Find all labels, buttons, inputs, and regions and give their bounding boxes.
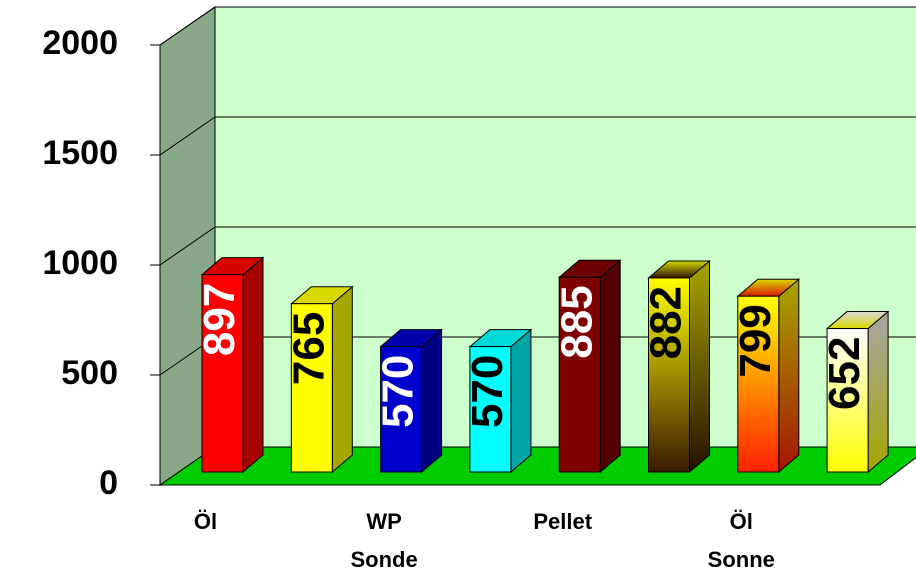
y-tick-label: 2000 [42,24,118,62]
x-tick-label: Pellet [533,509,593,534]
y-tick-label: 500 [61,354,118,392]
bar [201,274,244,473]
bar-side [867,310,889,474]
grid-line [159,116,216,156]
floor [158,446,916,486]
data-label: 570 [374,355,423,428]
data-label: 570 [463,355,512,428]
x-tick-label: WP Sonde [350,509,418,572]
bar-side [689,259,710,474]
data-label: 652 [820,337,869,410]
bar [826,328,869,473]
y-tick-label: 0 [99,464,118,502]
y-tick-label: 1000 [42,244,118,282]
data-label: 885 [552,285,601,358]
grid-line [159,6,216,46]
x-tick-label: Öl [193,509,218,534]
bar-side [242,256,264,474]
bar [469,346,512,473]
bar-side [421,328,443,474]
y-tick-label: 1500 [42,134,118,172]
bar [558,276,601,473]
data-label: 897 [195,283,244,356]
x-tick-label: Öl Sonne [707,509,775,572]
bar-side [599,259,621,474]
data-label: 882 [642,286,691,359]
bar [380,346,423,473]
bar [290,303,333,473]
grid-line [159,226,216,266]
bar [648,277,690,473]
bar-side [510,328,532,474]
bar [737,295,780,473]
bar-side [778,278,800,474]
data-label: 799 [731,304,780,377]
data-label: 765 [284,312,333,385]
bar-side [331,285,353,474]
